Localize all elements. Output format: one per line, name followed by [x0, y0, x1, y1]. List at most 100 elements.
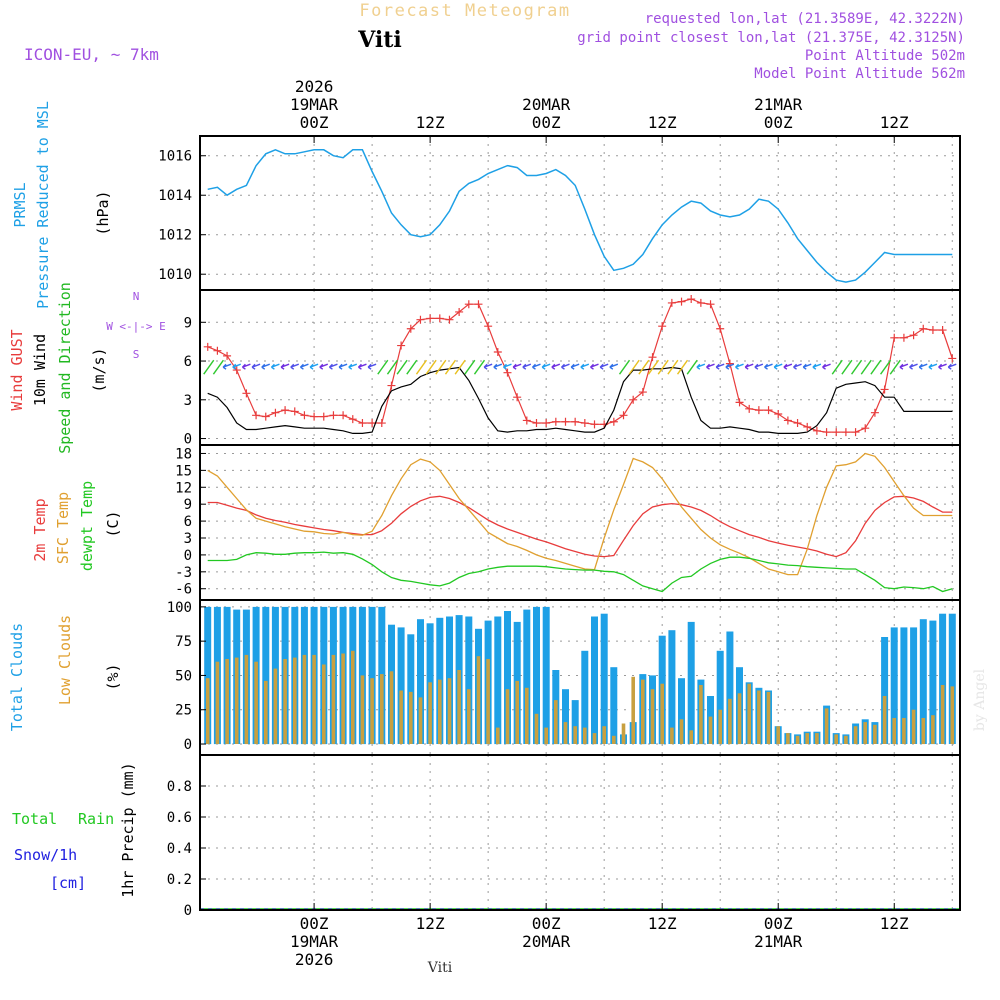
y-tick-label: 1014	[158, 188, 192, 204]
gust-marker	[890, 333, 899, 342]
bar-total-cloud	[204, 606, 212, 745]
bar-low-cloud	[409, 691, 413, 744]
time-label-top: 20MAR	[522, 95, 571, 114]
rain-label: Rain	[78, 810, 114, 828]
gust-marker	[387, 381, 396, 390]
wind-direction-arrow	[386, 359, 399, 375]
y-tick-label: 0.2	[167, 872, 192, 888]
gust-marker	[348, 415, 357, 424]
gust-marker	[841, 428, 850, 437]
wind-direction-arrow	[889, 359, 901, 375]
prmsl-label: PRMSL	[11, 182, 29, 227]
bar-low-cloud	[679, 719, 684, 744]
requested-coords: requested lon,lat (21.3589E, 42.3222N)	[645, 11, 965, 27]
bar-low-cloud	[438, 679, 442, 745]
gust-marker	[609, 417, 618, 426]
wind-direction-arrow	[638, 359, 650, 375]
wind-direction-arrow	[444, 359, 457, 375]
bar-low-cloud	[583, 727, 587, 745]
bar-low-cloud	[940, 685, 945, 744]
bar-low-cloud	[660, 683, 664, 745]
bar-low-cloud	[795, 735, 800, 744]
snow-label: Snow/1h	[14, 846, 77, 864]
gust-marker	[513, 393, 522, 402]
gust-marker	[532, 419, 541, 428]
bar-total-cloud	[678, 678, 685, 744]
wind-direction-arrow	[377, 359, 389, 375]
bar-low-cloud	[254, 661, 258, 744]
bar-low-cloud	[428, 682, 432, 744]
gust-marker	[464, 300, 473, 309]
gust-marker	[822, 428, 831, 437]
gust-marker	[213, 346, 222, 355]
gust-marker	[870, 408, 879, 417]
y-tick-label: -6	[175, 582, 192, 598]
precip-panel-labels: Total Rain Snow/1h [cm] 1hr Precip (mm)	[12, 762, 137, 897]
wind-direction-arrow	[657, 359, 669, 375]
bar-total-cloud	[939, 613, 947, 744]
gust-marker	[261, 412, 270, 421]
y-tick-label: 9	[184, 497, 192, 513]
wind-direction-arrow	[522, 363, 532, 370]
gust-marker	[812, 426, 821, 435]
gust-marker	[696, 298, 705, 307]
gust-marker	[580, 419, 589, 428]
credit-label: by Angel	[972, 668, 988, 731]
bar-low-cloud	[786, 733, 790, 745]
gust-marker	[783, 416, 792, 425]
bar-low-cloud	[370, 678, 374, 744]
bar-low-cloud	[293, 657, 297, 744]
gust-marker	[919, 324, 928, 333]
y-tick-label: 3	[184, 393, 192, 409]
y-tick-label: 0	[184, 548, 192, 564]
series-wind-10m	[207, 366, 953, 434]
gridpoint-coords: grid point closest lon,lat (21.375E, 42.…	[577, 30, 965, 46]
bar-low-cloud	[351, 650, 355, 745]
gust-marker	[590, 420, 599, 429]
wind-direction-arrow	[454, 359, 466, 375]
time-label-top: 12Z	[416, 113, 445, 132]
compass-west-east: W <-|-> E	[106, 320, 166, 333]
y-tick-label: 1016	[158, 149, 192, 165]
bar-total-cloud	[407, 634, 415, 744]
gust-marker	[899, 333, 908, 342]
wind-direction-arrow	[541, 363, 551, 370]
time-label-bottom: 00Z	[300, 914, 329, 933]
y-tick-label: 3	[184, 531, 192, 547]
low-cloud-label: Low Clouds	[56, 615, 74, 705]
gust-marker	[426, 314, 435, 323]
bar-total-cloud	[610, 667, 618, 744]
bar-low-cloud	[612, 735, 616, 744]
bar-low-cloud	[573, 726, 577, 744]
bar-low-cloud	[341, 653, 345, 744]
wind-direction-arrow	[686, 359, 698, 375]
bar-low-cloud	[205, 678, 210, 744]
gust-marker	[223, 351, 232, 360]
bar-low-cloud	[273, 668, 278, 744]
bar-low-cloud	[699, 685, 703, 744]
wind10m-label: 10m Wind	[31, 334, 49, 406]
bar-low-cloud	[515, 680, 519, 744]
bar-low-cloud	[815, 733, 819, 745]
wind-direction-arrow	[338, 363, 348, 370]
y-tick-label: 1010	[158, 267, 192, 283]
bar-low-cloud	[457, 670, 461, 745]
gust-marker	[377, 419, 386, 428]
gust-marker	[638, 388, 647, 397]
wind-direction-arrow	[793, 363, 802, 370]
gust-marker	[290, 407, 299, 416]
y-tick-label: -3	[175, 565, 192, 581]
total-label: Total	[12, 810, 57, 828]
bar-total-cloud	[668, 630, 676, 744]
bar-low-cloud	[602, 726, 606, 744]
wind-direction-arrow	[831, 359, 843, 375]
bar-low-cloud	[641, 679, 645, 745]
y-tick-label: 50	[175, 668, 192, 684]
bar-low-cloud	[747, 683, 751, 745]
gust-marker	[416, 315, 425, 324]
bar-low-cloud	[689, 730, 693, 744]
wind-direction-arrow	[599, 363, 609, 370]
wind-direction-arrow	[212, 359, 224, 375]
bar-total-cloud	[465, 616, 473, 745]
wind-direction-arrow	[696, 363, 706, 370]
